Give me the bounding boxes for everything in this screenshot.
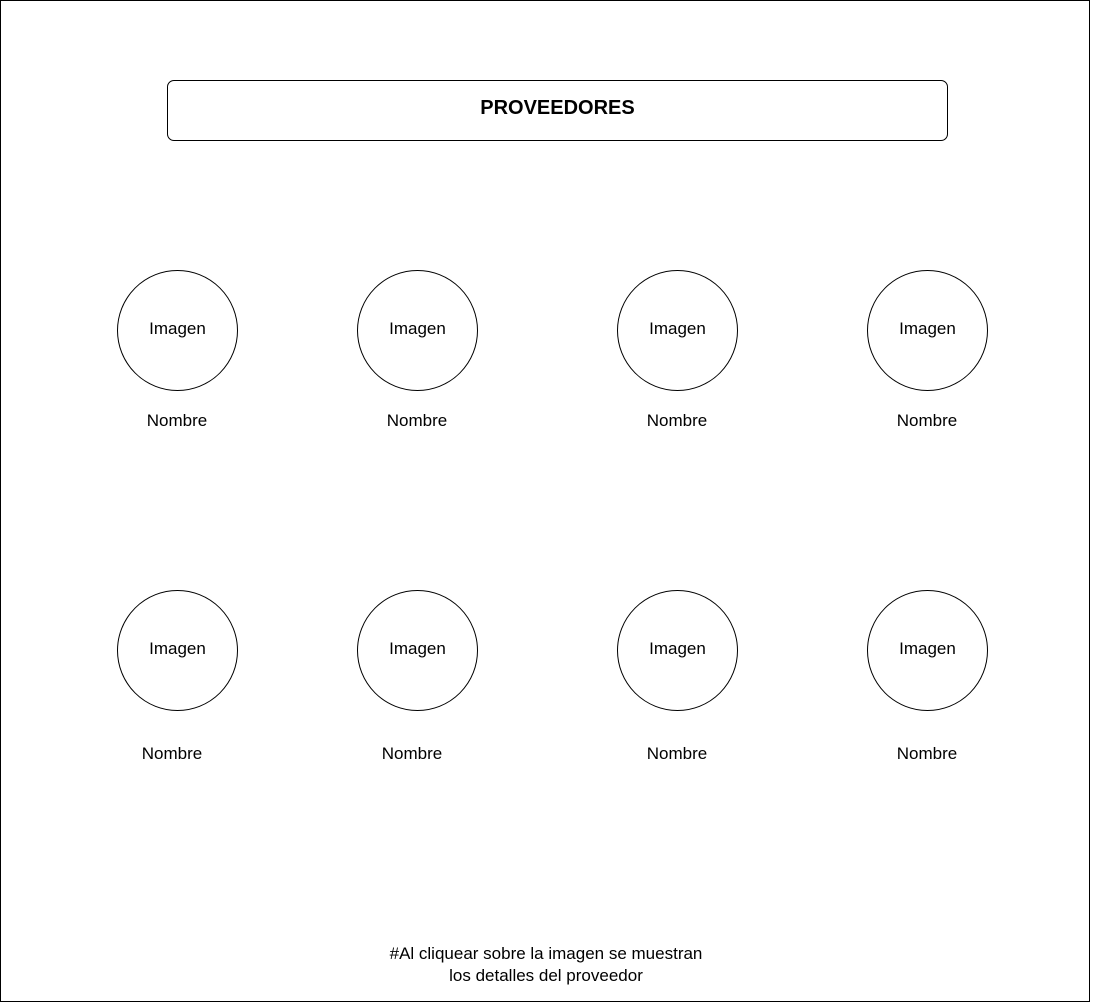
provider-name-3: Nombre bbox=[646, 411, 708, 430]
provider-name-4: Nombre bbox=[896, 411, 958, 430]
page-title: PROVEEDORES bbox=[480, 97, 635, 119]
footer-note-line-1: #Al cliquear sobre la imagen se muestran bbox=[389, 944, 703, 963]
provider-image-label: Imagen bbox=[649, 318, 706, 338]
provider-name-7: Nombre bbox=[646, 744, 708, 763]
provider-image-8[interactable]: Imagen bbox=[867, 590, 988, 711]
provider-name-1: Nombre bbox=[146, 411, 208, 430]
page-title-box: PROVEEDORES bbox=[167, 80, 948, 141]
provider-image-label: Imagen bbox=[149, 318, 206, 338]
provider-name-6: Nombre bbox=[381, 744, 443, 763]
provider-name-2: Nombre bbox=[386, 411, 448, 430]
provider-image-label: Imagen bbox=[389, 638, 446, 658]
provider-image-2[interactable]: Imagen bbox=[357, 270, 478, 391]
provider-image-label: Imagen bbox=[149, 638, 206, 658]
provider-image-1[interactable]: Imagen bbox=[117, 270, 238, 391]
provider-name-5: Nombre bbox=[141, 744, 203, 763]
provider-image-label: Imagen bbox=[899, 318, 956, 338]
provider-image-5[interactable]: Imagen bbox=[117, 590, 238, 711]
footer-note-line-2: los detalles del proveedor bbox=[449, 966, 643, 985]
footer-note: #Al cliquear sobre la imagen se muestran… bbox=[345, 943, 747, 987]
provider-image-label: Imagen bbox=[899, 638, 956, 658]
provider-image-label: Imagen bbox=[389, 318, 446, 338]
provider-image-7[interactable]: Imagen bbox=[617, 590, 738, 711]
provider-image-label: Imagen bbox=[649, 638, 706, 658]
provider-image-3[interactable]: Imagen bbox=[617, 270, 738, 391]
provider-name-8: Nombre bbox=[896, 744, 958, 763]
provider-image-6[interactable]: Imagen bbox=[357, 590, 478, 711]
provider-image-4[interactable]: Imagen bbox=[867, 270, 988, 391]
